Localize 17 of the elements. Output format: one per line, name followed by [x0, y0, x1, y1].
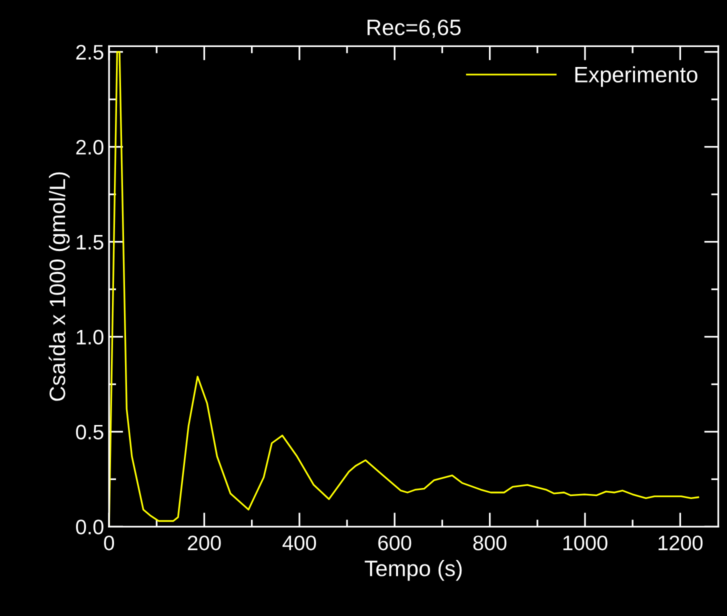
- chart-title: Rec=6,65: [368, 20, 461, 38]
- y-tick-label: 2.0: [76, 140, 104, 155]
- y-tick-label: 1.5: [76, 235, 104, 250]
- y-axis-title: Csaída x 1000 (gmol/L): [48, 172, 70, 401]
- y-tick-label: 1.0: [76, 330, 104, 345]
- x-tick-label: 600: [378, 536, 412, 550]
- x-axis-title: Tempo (s): [364, 560, 462, 581]
- x-tick-label: 400: [282, 536, 316, 550]
- x-tick-label: 800: [473, 536, 506, 550]
- x-tick-label: 0: [104, 536, 114, 550]
- x-tick-label: 200: [188, 536, 221, 550]
- y-tick-label: 0.0: [76, 520, 104, 534]
- x-tick-label: 1000: [563, 536, 608, 550]
- x-tick-label: 1200: [658, 536, 703, 550]
- y-tick-label: 2.5: [76, 44, 104, 60]
- legend-label: Experimento: [575, 66, 698, 87]
- y-tick-label: 0.5: [76, 424, 104, 440]
